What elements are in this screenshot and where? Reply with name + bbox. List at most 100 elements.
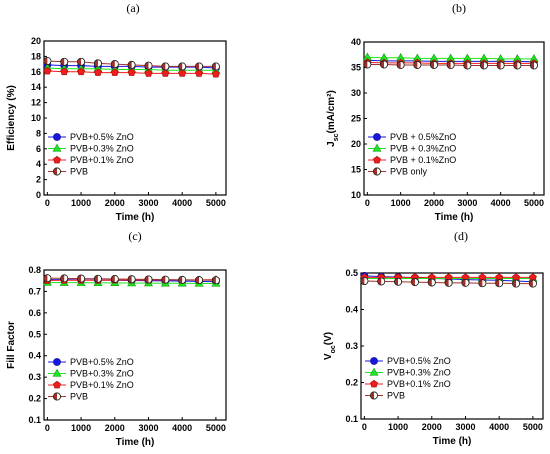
legend-entry: PVB+0.1% ZnO	[48, 380, 134, 390]
y-tick-label: 10	[351, 190, 361, 200]
x-tick-label: 2000	[424, 198, 444, 208]
data-point	[396, 60, 405, 69]
y-tick-label: 0.2	[345, 378, 358, 388]
panel-title: (c)	[128, 229, 141, 243]
y-axis-label: Voc(V)	[323, 332, 337, 360]
y-tick-label: 15	[351, 165, 361, 175]
data-point	[178, 69, 187, 77]
data-point	[60, 57, 69, 66]
legend-label: PVB+0.1% ZnO	[70, 380, 134, 390]
y-tick-label: 0	[36, 190, 41, 200]
y-tick-label: 12	[31, 98, 41, 108]
legend-label: PVB	[387, 391, 405, 401]
legend-label: PVB	[70, 167, 88, 177]
legend-label: PVB+0.3% ZnO	[387, 368, 451, 378]
data-point	[430, 60, 438, 69]
legend-marker	[369, 367, 379, 376]
x-tick-label: 4000	[491, 198, 511, 208]
data-point	[463, 61, 472, 70]
legend-entry: PVB+0.3% ZnO	[48, 144, 134, 154]
data-point	[127, 60, 136, 69]
panel-title: (a)	[126, 1, 139, 15]
y-tick-label: 0.3	[345, 341, 358, 351]
y-tick-label: 0.8	[28, 265, 41, 275]
y-tick-label: 6	[36, 144, 41, 154]
chart-panel-3: (c) 0 1000 2000 3000 4000 5000 0.1 0.2 0.3 0.4 0.5 0…	[6, 229, 227, 448]
data-point	[144, 275, 153, 284]
legend-label: PVB+0.1% ZnO	[387, 379, 451, 389]
data-point	[60, 67, 69, 76]
y-tick-label: 16	[31, 67, 41, 77]
legend-entry: PVB+0.1% ZnO	[48, 155, 134, 165]
data-point	[161, 62, 170, 71]
data-point	[211, 69, 220, 78]
legend-label: PVB	[70, 392, 88, 402]
data-point	[110, 68, 119, 76]
data-point	[528, 273, 537, 281]
legend-entry: PVB+0.1% ZnO	[365, 379, 451, 389]
data-point	[161, 275, 170, 284]
legend-entry: PVB+0.3% ZnO	[365, 368, 451, 378]
legend-label: PVB + 0.1%ZnO	[390, 155, 456, 165]
legend-label: PVB only	[390, 167, 428, 177]
legend-marker	[373, 133, 381, 141]
data-point	[195, 276, 203, 285]
chart-panel-1: (a) 0 1000 2000 3000 4000 5000 0 2 4 6 8 10 12 14 16 18 2…	[6, 1, 227, 223]
data-point	[413, 60, 422, 69]
data-point	[410, 278, 419, 287]
y-tick-label: 20	[351, 139, 361, 149]
x-tick-label: 0	[45, 423, 50, 433]
y-tick-label: 0.4	[28, 351, 41, 361]
x-tick-label: 5000	[206, 423, 226, 433]
panel-title: (d)	[454, 229, 468, 243]
y-tick-label: 8	[36, 128, 41, 138]
data-point	[77, 67, 86, 76]
legend-marker	[372, 143, 382, 152]
x-axis-label: Time (h)	[116, 212, 155, 223]
x-tick-label: 3000	[138, 198, 158, 208]
y-tick-label: 0.3	[28, 372, 41, 382]
legend-label: PVB+0.3% ZnO	[70, 144, 134, 154]
data-point	[512, 279, 520, 288]
data-point	[43, 57, 52, 65]
y-tick-label: 10	[31, 113, 41, 123]
data-point	[480, 61, 488, 70]
data-point	[211, 62, 220, 71]
data-point	[528, 279, 537, 288]
legend-marker	[370, 379, 378, 388]
x-tick-label: 3000	[455, 422, 475, 432]
data-point	[93, 59, 102, 68]
data-point	[478, 279, 487, 288]
data-point	[144, 69, 153, 77]
x-tick-label: 2000	[105, 423, 125, 433]
y-axis-label: Jsc(mA/cm²)	[326, 90, 340, 147]
data-point	[380, 60, 388, 69]
y-tick-label: 18	[31, 51, 41, 61]
y-tick-label: 30	[351, 88, 361, 98]
x-tick-label: 3000	[457, 198, 477, 208]
data-point	[110, 275, 119, 283]
data-point	[444, 278, 453, 287]
y-tick-label: 0.1	[28, 415, 41, 425]
legend-entry: PVB	[48, 392, 88, 402]
x-axis-label: Time (h)	[435, 212, 474, 223]
y-tick-label: 0.1	[345, 414, 358, 424]
series-3	[360, 273, 537, 281]
series-4	[43, 57, 220, 71]
data-point	[178, 275, 187, 284]
y-tick-label: 35	[351, 63, 361, 73]
legend-entry: PVB only	[368, 167, 428, 177]
data-point	[512, 273, 520, 281]
legend-marker	[370, 357, 378, 365]
x-tick-label: 4000	[172, 198, 192, 208]
legend-label: PVB + 0.5%ZnO	[390, 132, 456, 142]
legend-entry: PVB+0.5% ZnO	[48, 132, 134, 142]
y-tick-label: 0.5	[345, 268, 358, 278]
legend-entry: PVB+0.5% ZnO	[48, 357, 134, 367]
y-axis-label: Fill Factor	[6, 321, 17, 369]
x-tick-label: 1000	[71, 198, 91, 208]
legend-label: PVB+0.1% ZnO	[70, 155, 134, 165]
data-point	[195, 69, 203, 77]
data-point	[60, 274, 69, 283]
